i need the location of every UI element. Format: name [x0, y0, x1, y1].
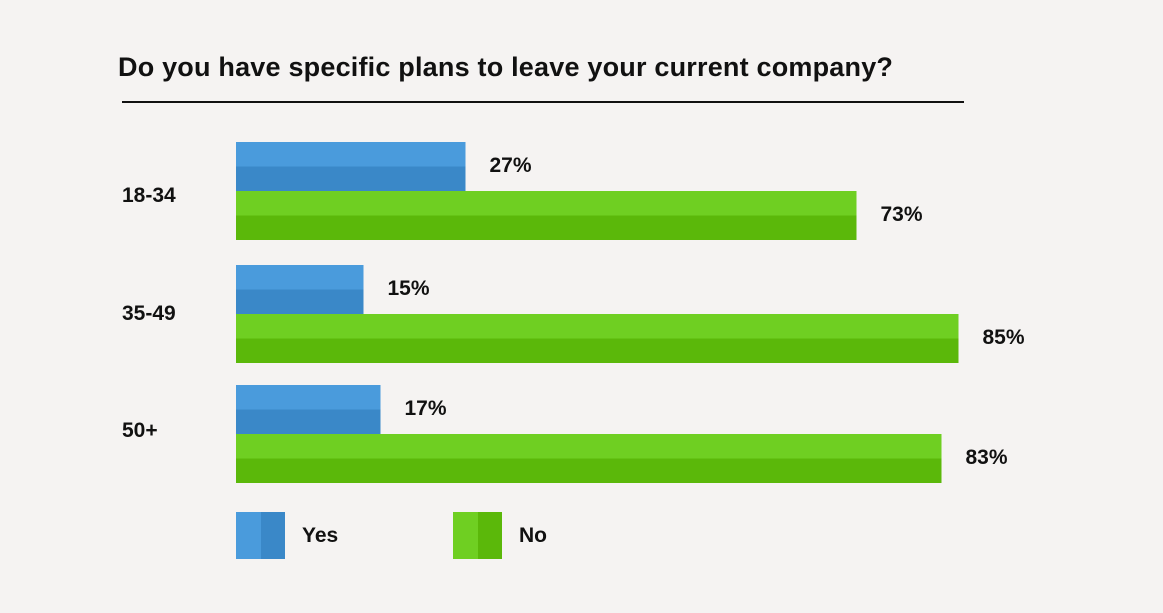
chart-title: Do you have specific plans to leave your…	[118, 52, 894, 82]
title-divider	[122, 101, 964, 103]
bar-shade	[236, 289, 364, 314]
bar-shade	[236, 215, 857, 240]
bar-shade	[236, 338, 959, 363]
category-label: 50+	[122, 419, 158, 442]
bar-highlight	[236, 385, 381, 410]
bar-highlight	[236, 434, 942, 459]
bar-yes-2	[236, 265, 364, 314]
bar-shade	[236, 458, 942, 483]
data-label: 85%	[983, 326, 1025, 349]
bar-shade	[236, 409, 381, 434]
bar-yes-3	[236, 385, 381, 434]
data-label: 15%	[388, 277, 430, 300]
legend-swatch-dark	[478, 512, 502, 559]
legend-swatch-light	[236, 512, 261, 559]
category-label: 18-34	[122, 184, 176, 207]
bar-yes-1	[236, 142, 466, 191]
data-label: 83%	[966, 446, 1008, 469]
bar-highlight	[236, 265, 364, 290]
legend-swatch-dark	[261, 512, 285, 559]
bar-shade	[236, 166, 466, 191]
bar-highlight	[236, 191, 857, 216]
legend-label: Yes	[302, 524, 338, 547]
bar-no-2	[236, 314, 959, 363]
bar-highlight	[236, 142, 466, 167]
legend-swatch-light	[453, 512, 478, 559]
bar-no-3	[236, 434, 942, 483]
bar-no-1	[236, 191, 857, 240]
category-label: 35-49	[122, 302, 176, 325]
legend-label: No	[519, 524, 547, 547]
data-label: 73%	[881, 203, 923, 226]
data-label: 17%	[405, 397, 447, 420]
data-label: 27%	[490, 154, 532, 177]
bar-highlight	[236, 314, 959, 339]
